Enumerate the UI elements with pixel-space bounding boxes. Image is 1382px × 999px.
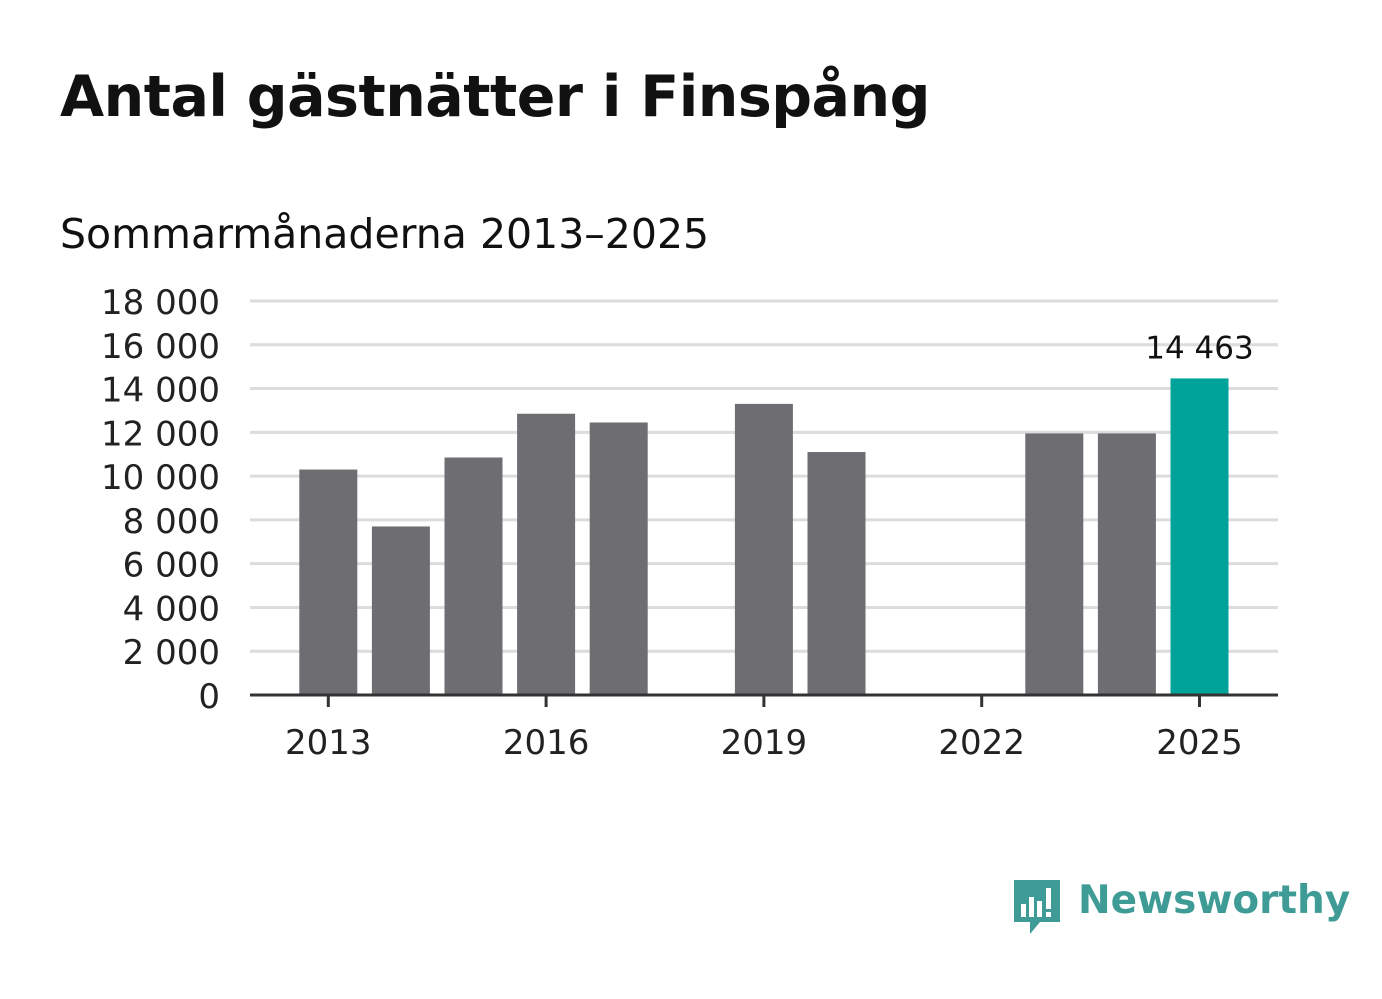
bar-2014 <box>371 526 430 695</box>
bar-2019 <box>734 403 793 695</box>
bar-2020 <box>807 452 866 695</box>
x-tick-label: 2022 <box>938 723 1025 763</box>
y-tick-label: 4 000 <box>123 589 220 629</box>
bar-2024 <box>1097 433 1156 695</box>
y-tick-label: 14 000 <box>101 371 220 411</box>
y-tick-label: 12 000 <box>101 414 220 454</box>
x-tick-label: 2013 <box>285 723 372 763</box>
bar-2016 <box>517 413 576 695</box>
newsworthy-logo-text: Newsworthy <box>1078 878 1351 923</box>
y-tick-label: 0 <box>198 677 220 717</box>
bar-2017 <box>589 422 648 695</box>
chart-subtitle: Sommarmånaderna 2013–2025 <box>60 210 710 258</box>
bar-2013 <box>299 469 358 695</box>
x-tick-label: 2019 <box>721 723 808 763</box>
chart-title: Antal gästnätter i Finspång <box>60 64 930 130</box>
x-tick-label: 2025 <box>1156 723 1243 763</box>
bar-2023 <box>1025 433 1084 695</box>
y-tick-label: 8 000 <box>123 502 220 542</box>
bar-2025 <box>1170 378 1229 695</box>
bar-2015 <box>444 457 503 695</box>
y-tick-label: 10 000 <box>101 458 220 498</box>
x-tick-label: 2016 <box>503 723 590 763</box>
data-label: 14 463 <box>1145 330 1253 366</box>
y-tick-label: 6 000 <box>123 546 220 586</box>
y-tick-label: 18 000 <box>101 283 220 323</box>
y-tick-label: 16 000 <box>101 327 220 367</box>
newsworthy-logo-icon <box>1014 880 1060 934</box>
y-tick-label: 2 000 <box>123 633 220 673</box>
